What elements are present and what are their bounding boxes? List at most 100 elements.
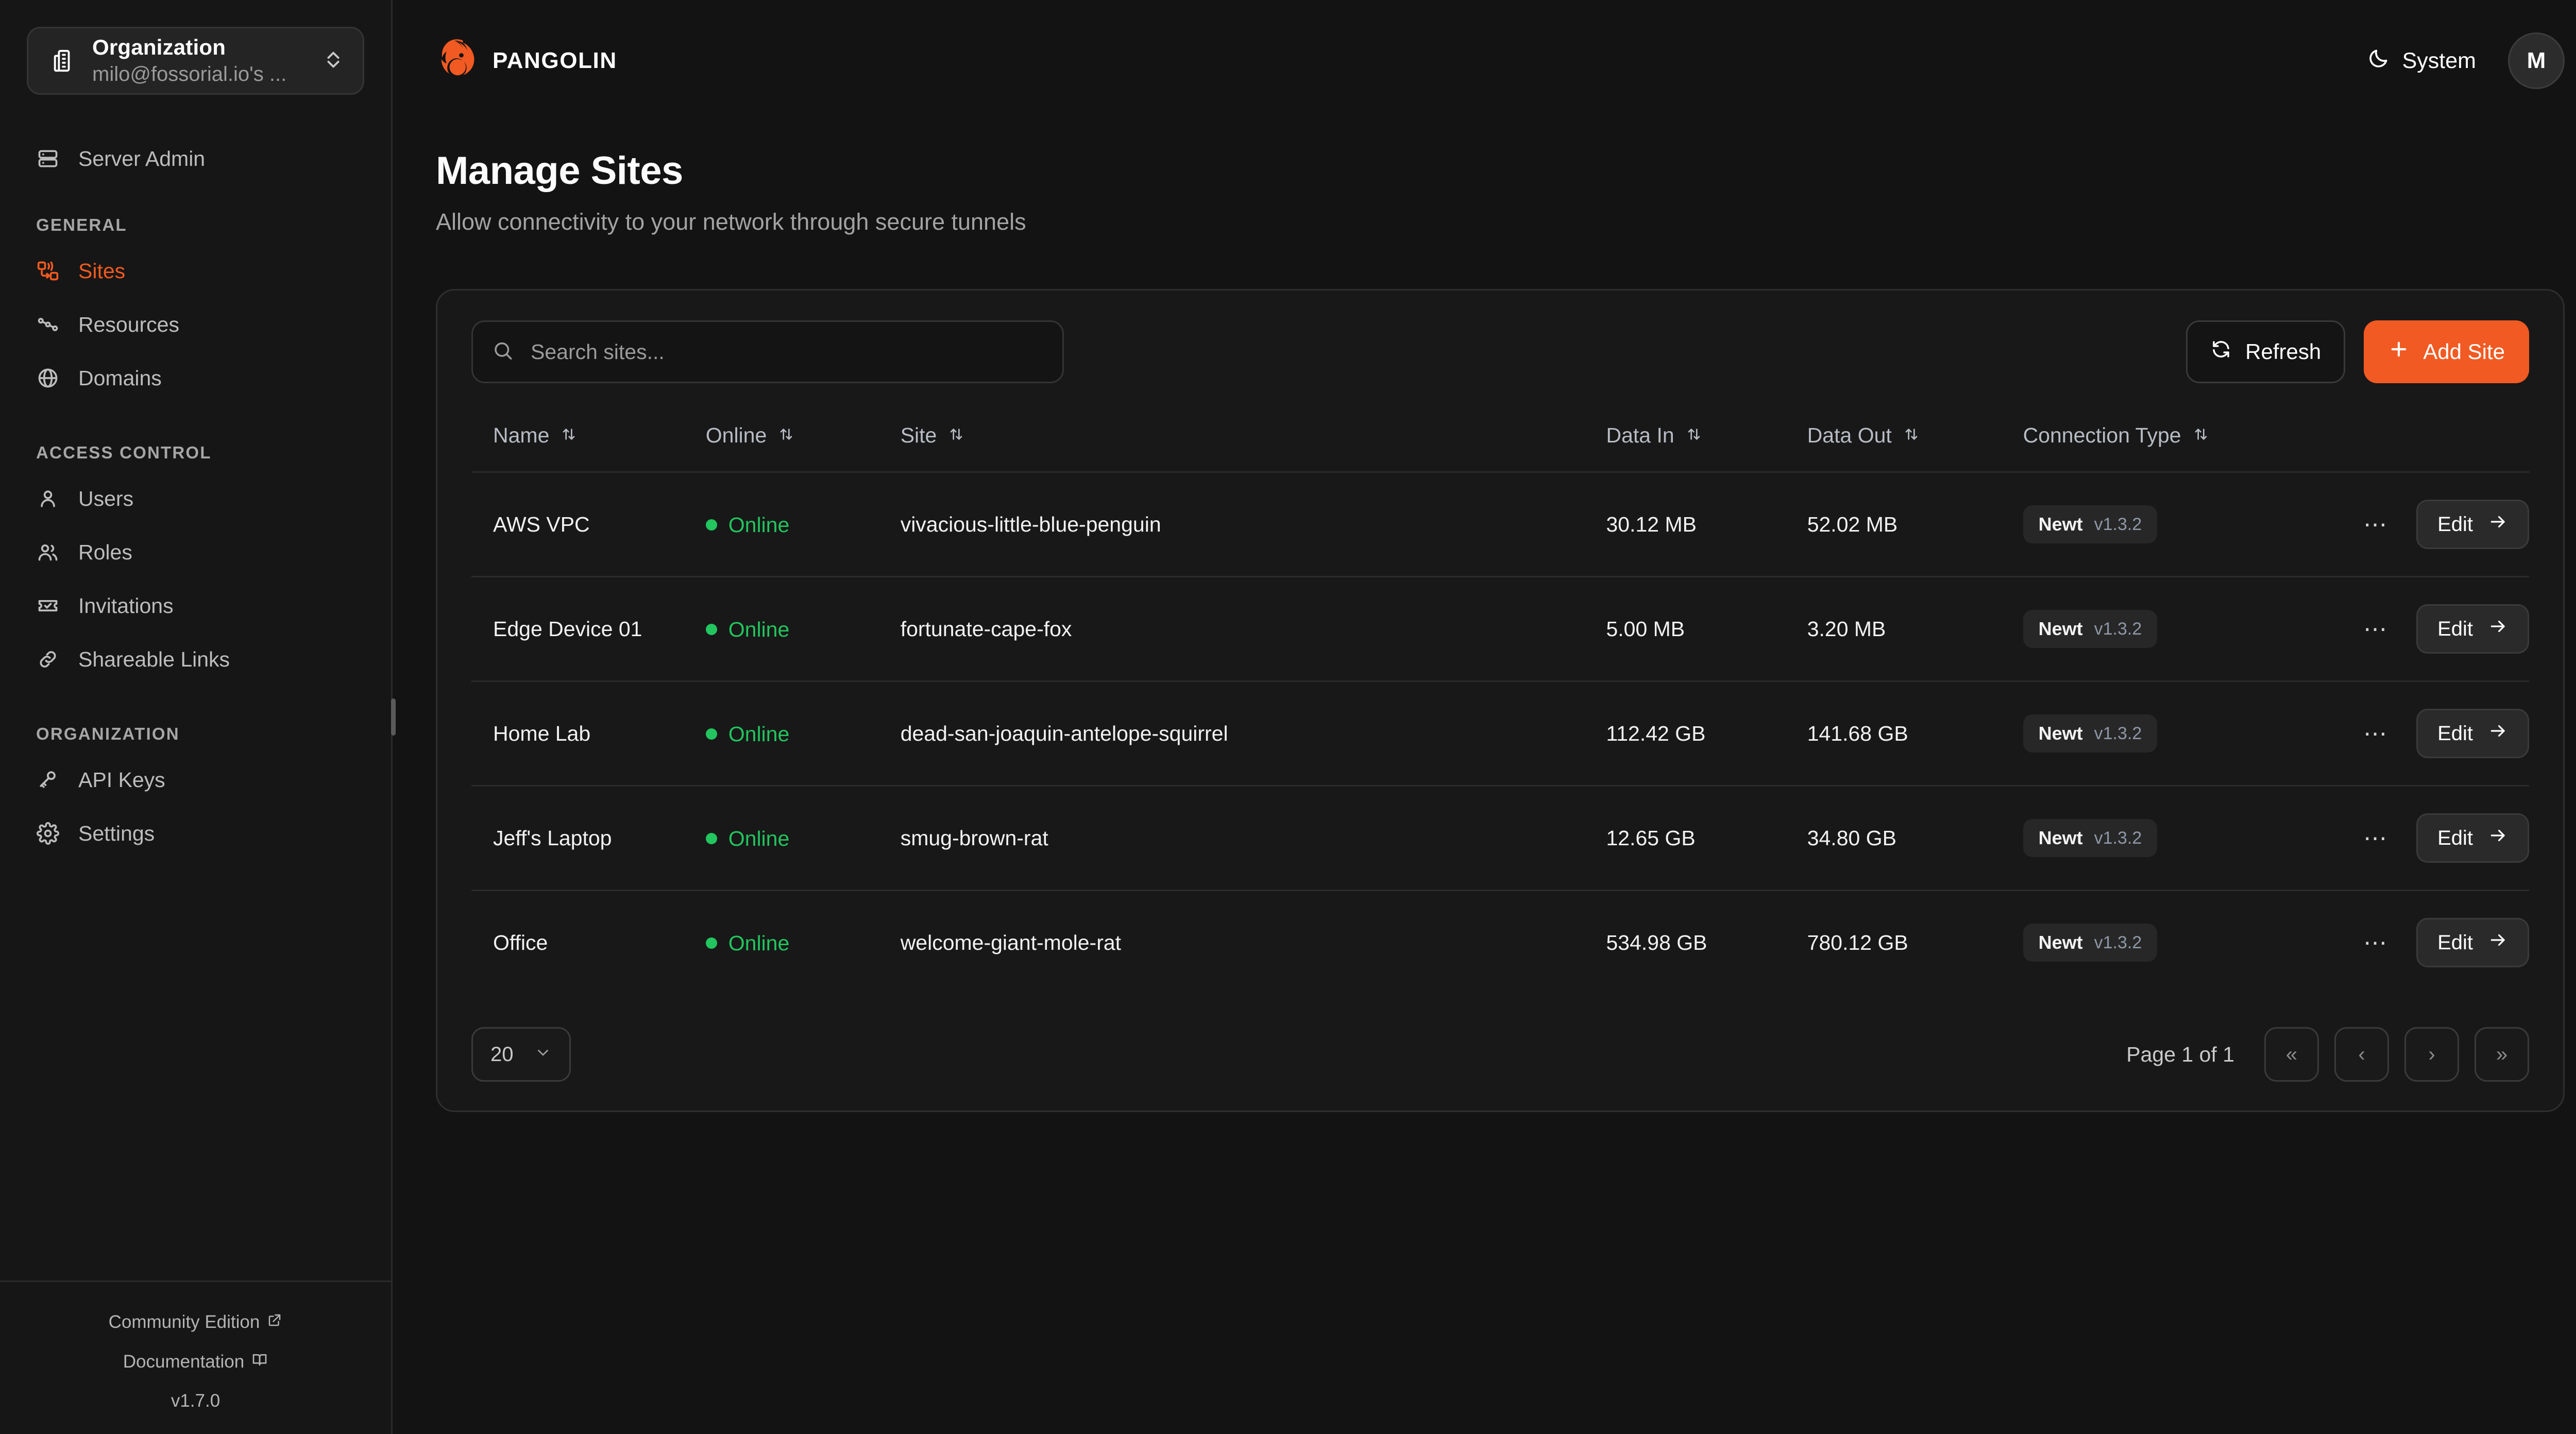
sidebar-item-sites[interactable]: Sites bbox=[27, 244, 364, 298]
column-label: Name bbox=[493, 423, 550, 447]
brand-name: PANGOLIN bbox=[493, 48, 617, 73]
sidebar-item-api-keys[interactable]: API Keys bbox=[27, 753, 364, 807]
app-version: v1.7.0 bbox=[171, 1391, 221, 1411]
sidebar-item-label: Settings bbox=[78, 821, 155, 845]
column-header-data-out[interactable]: Data Out bbox=[1807, 408, 2023, 472]
table-row[interactable]: Office Online welcome-giant-mole-rat 534… bbox=[471, 890, 2529, 994]
edit-button[interactable]: Edit bbox=[2416, 918, 2529, 967]
table-row[interactable]: AWS VPC Online vivacious-little-blue-pen… bbox=[471, 471, 2529, 577]
sidebar-item-label: Shareable Links bbox=[78, 647, 230, 671]
prev-page-button[interactable]: ‹ bbox=[2334, 1027, 2389, 1082]
sort-icon bbox=[2193, 423, 2209, 448]
cell-name: AWS VPC bbox=[471, 471, 706, 577]
sites-card: Refresh Add Site bbox=[436, 289, 2565, 1112]
cell-connection-type: Newt v1.3.2 bbox=[2023, 471, 2354, 577]
table-header-row: Name Online bbox=[471, 408, 2529, 472]
sidebar-item-domains[interactable]: Domains bbox=[27, 351, 364, 405]
gear-icon bbox=[36, 822, 60, 845]
server-icon bbox=[36, 147, 60, 170]
sidebar-item-label: Users bbox=[78, 486, 134, 510]
more-options-icon[interactable]: ⋯ bbox=[2363, 511, 2390, 538]
sort-icon bbox=[948, 423, 964, 448]
column-header-online[interactable]: Online bbox=[706, 408, 901, 472]
community-edition-link[interactable]: Community Edition bbox=[0, 1312, 391, 1333]
search-input[interactable] bbox=[471, 320, 1064, 383]
globe-icon bbox=[36, 366, 60, 390]
more-options-icon[interactable]: ⋯ bbox=[2363, 616, 2390, 642]
sidebar-item-users[interactable]: Users bbox=[27, 472, 364, 525]
column-header-actions bbox=[2354, 408, 2529, 472]
cell-site: smug-brown-rat bbox=[900, 785, 1606, 891]
cell-data-out: 780.12 GB bbox=[1807, 890, 2023, 994]
edit-button[interactable]: Edit bbox=[2416, 500, 2529, 549]
arrow-right-icon bbox=[2488, 512, 2508, 537]
add-site-button[interactable]: Add Site bbox=[2364, 320, 2529, 383]
cell-actions: ⋯ Edit bbox=[2354, 890, 2529, 994]
sidebar-item-label: Invitations bbox=[78, 593, 174, 618]
double-chevron-right-icon: » bbox=[2496, 1043, 2508, 1066]
cell-online: Online bbox=[705, 471, 901, 577]
sidebar-item-settings[interactable]: Settings bbox=[27, 807, 364, 860]
double-chevron-left-icon: « bbox=[2285, 1043, 2298, 1066]
connection-type-badge: Newt v1.3.2 bbox=[2023, 714, 2158, 753]
cell-site: welcome-giant-mole-rat bbox=[900, 890, 1606, 994]
column-header-site[interactable]: Site bbox=[901, 408, 1606, 472]
avatar[interactable]: M bbox=[2508, 32, 2565, 89]
org-subtitle: milo@fossorial.io's ... bbox=[92, 63, 287, 86]
arrow-right-icon bbox=[2488, 721, 2508, 746]
column-header-data-in[interactable]: Data In bbox=[1606, 408, 1807, 472]
table-row[interactable]: Edge Device 01 Online fortunate-cape-fox… bbox=[471, 576, 2529, 681]
sites-icon bbox=[36, 259, 60, 283]
table-row[interactable]: Home Lab Online dead-san-joaquin-antelop… bbox=[471, 680, 2529, 786]
sidebar-item-label: API Keys bbox=[78, 767, 165, 792]
sidebar-item-resources[interactable]: Resources bbox=[27, 298, 364, 351]
cell-actions: ⋯ Edit bbox=[2354, 680, 2529, 786]
last-page-button[interactable]: » bbox=[2475, 1027, 2529, 1082]
page-title: Manage Sites bbox=[436, 149, 683, 193]
edit-button[interactable]: Edit bbox=[2416, 813, 2529, 863]
sort-icon bbox=[561, 423, 577, 448]
cell-data-in: 12.65 GB bbox=[1606, 785, 1807, 891]
sidebar-item-invitations[interactable]: Invitations bbox=[27, 579, 364, 633]
more-options-icon[interactable]: ⋯ bbox=[2363, 929, 2390, 956]
status-label: Online bbox=[728, 513, 790, 537]
documentation-label: Documentation bbox=[123, 1351, 245, 1372]
column-header-name[interactable]: Name bbox=[471, 408, 706, 472]
toolbar-actions: Refresh Add Site bbox=[2186, 320, 2529, 383]
connection-type-version: v1.3.2 bbox=[2094, 619, 2142, 639]
sidebar-item-server-admin[interactable]: Server Admin bbox=[27, 132, 364, 185]
first-page-button[interactable]: « bbox=[2264, 1027, 2319, 1082]
column-header-connection-type[interactable]: Connection Type bbox=[2023, 408, 2354, 472]
table-body: AWS VPC Online vivacious-little-blue-pen… bbox=[471, 471, 2529, 994]
org-switcher[interactable]: Organization milo@fossorial.io's ... bbox=[27, 27, 364, 95]
chevron-down-icon bbox=[534, 1043, 552, 1066]
documentation-link[interactable]: Documentation bbox=[0, 1351, 391, 1372]
cell-connection-type: Newt v1.3.2 bbox=[2023, 576, 2354, 681]
more-options-icon[interactable]: ⋯ bbox=[2363, 825, 2390, 851]
refresh-button[interactable]: Refresh bbox=[2186, 320, 2346, 383]
status-label: Online bbox=[728, 931, 790, 955]
next-page-button[interactable]: › bbox=[2404, 1027, 2459, 1082]
table-row[interactable]: Jeff's Laptop Online smug-brown-rat 12.6… bbox=[471, 785, 2529, 891]
theme-toggle[interactable]: System bbox=[2367, 47, 2476, 75]
edit-button[interactable]: Edit bbox=[2416, 604, 2529, 654]
sidebar-item-roles[interactable]: Roles bbox=[27, 525, 364, 579]
column-label: Online bbox=[705, 423, 767, 447]
cell-actions: ⋯ Edit bbox=[2354, 471, 2529, 577]
brand-logo[interactable]: PANGOLIN bbox=[432, 36, 617, 86]
sidebar-item-shareable-links[interactable]: Shareable Links bbox=[27, 633, 364, 686]
connection-type-name: Newt bbox=[2038, 514, 2083, 535]
column-label: Connection Type bbox=[2023, 423, 2181, 447]
page-size-select[interactable]: 20 bbox=[471, 1027, 571, 1082]
cell-name: Edge Device 01 bbox=[471, 576, 706, 681]
pagination: 20 Page 1 of 1 « ‹ › » bbox=[471, 1027, 2529, 1088]
sidebar-resize-handle[interactable] bbox=[391, 698, 396, 736]
connection-type-badge: Newt v1.3.2 bbox=[2023, 610, 2158, 648]
more-options-icon[interactable]: ⋯ bbox=[2363, 720, 2390, 747]
main-area: PANGOLIN System M Manage Sites Allow bbox=[393, 0, 2576, 1434]
chevron-right-icon: › bbox=[2428, 1043, 2435, 1066]
cell-site: fortunate-cape-fox bbox=[900, 576, 1606, 681]
refresh-label: Refresh bbox=[2245, 339, 2321, 364]
edit-button[interactable]: Edit bbox=[2416, 709, 2529, 758]
